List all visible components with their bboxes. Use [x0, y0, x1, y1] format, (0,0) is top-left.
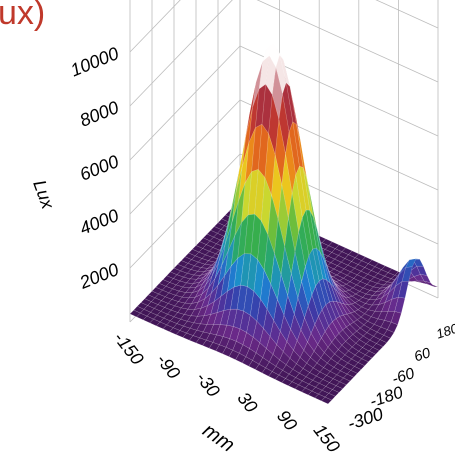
- z-tick-label: 2000: [76, 259, 122, 293]
- gridline: [129, 99, 241, 215]
- surface-cell: [357, 358, 369, 367]
- z-tick-label: 10000: [68, 43, 122, 80]
- surface-cell: [365, 350, 377, 359]
- gridline: [256, 0, 439, 83]
- surface-cell: [376, 339, 388, 347]
- surface-cell: [398, 281, 409, 299]
- gridline: [129, 45, 241, 161]
- surface-cell: [354, 362, 366, 370]
- z-tick-label: 8000: [77, 97, 122, 131]
- surface-cell: [328, 389, 340, 397]
- gridline: [129, 0, 233, 107]
- x-tick-label: 30: [233, 388, 261, 416]
- y-tick-label: -60: [390, 365, 417, 388]
- x-tick-label: 90: [273, 406, 301, 434]
- y-tick-label: 180: [434, 320, 455, 341]
- surface-cell: [423, 280, 435, 287]
- x-tick-label: -150: [110, 328, 148, 369]
- x-axis-label: mm: [198, 420, 238, 457]
- surface-cell: [321, 396, 333, 405]
- chart-title: ux): [0, 0, 46, 32]
- z-tick-label: 6000: [77, 151, 122, 185]
- gridline: [375, 0, 439, 29]
- surface-mesh: [129, 42, 439, 405]
- z-tick-label: 4000: [77, 205, 122, 239]
- x-tick-label: -90: [152, 350, 184, 383]
- surface-cell: [401, 266, 413, 282]
- gridline: [129, 153, 241, 269]
- surface-cell: [372, 343, 384, 351]
- surface-cell: [394, 296, 406, 314]
- z-axis-label: Lux: [29, 177, 58, 212]
- gridline: [129, 0, 181, 53]
- surface-cell: [383, 329, 395, 339]
- surface-cell: [405, 258, 417, 268]
- surface-cell: [390, 311, 402, 325]
- x-tick-label: -30: [192, 368, 224, 401]
- y-tick-label: 60: [412, 345, 432, 365]
- surface-cell: [387, 321, 398, 333]
- x-tick-label: 150: [310, 420, 344, 456]
